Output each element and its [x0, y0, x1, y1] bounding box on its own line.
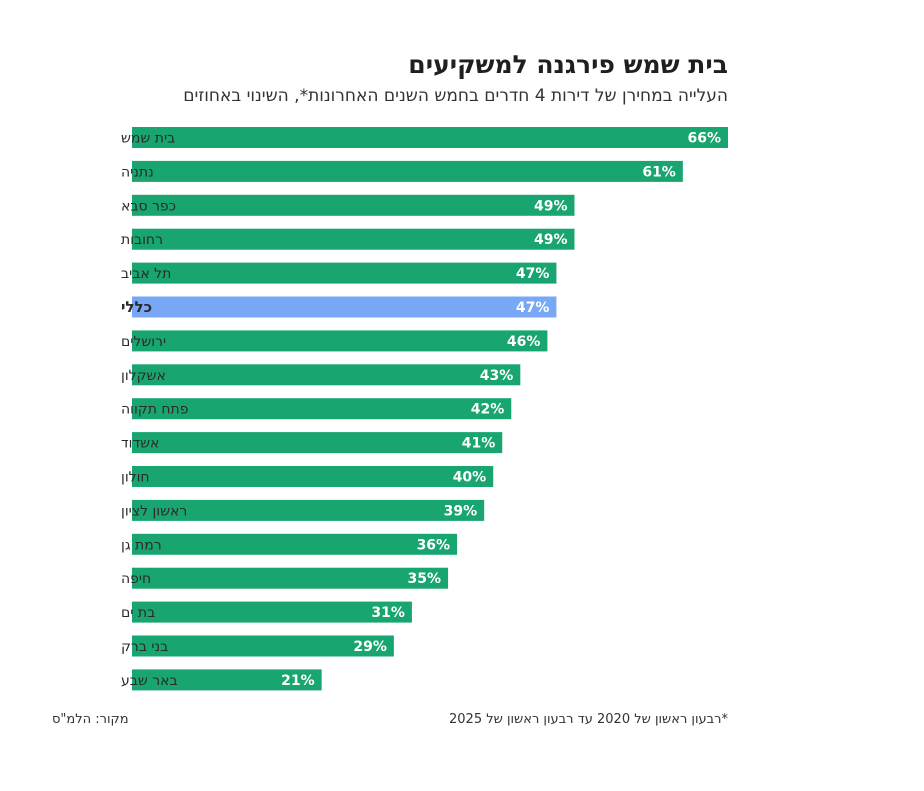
chart-title: בית שמש פירגנה למשקיעים: [408, 50, 728, 79]
bar-value-label: 61%: [642, 164, 676, 180]
category-label: רחובות: [121, 232, 163, 248]
bar-value-label: 39%: [444, 503, 478, 519]
bar-value-label: 47%: [516, 300, 550, 316]
category-label: נתניה: [121, 164, 154, 180]
bar-value-label: 31%: [371, 605, 405, 621]
category-label: באר שבע: [121, 673, 178, 689]
bar-value-label: 35%: [408, 571, 442, 587]
category-label: כללי: [121, 298, 152, 316]
bar-value-label: 43%: [480, 368, 514, 384]
bar-1: [132, 160, 683, 182]
category-label: כפר סבא: [121, 198, 176, 214]
bar-value-label: 46%: [507, 334, 541, 350]
bar-value-label: 49%: [534, 232, 568, 248]
source-note: מקור: הלמ"ס: [52, 712, 129, 727]
bar-10: [132, 466, 494, 487]
bar-15: [132, 635, 394, 657]
bar-4: [132, 262, 557, 284]
category-label: תל אביב: [121, 266, 171, 282]
category-label: בת ים: [121, 605, 155, 621]
bar-value-label: 49%: [534, 198, 568, 214]
bar-8: [132, 398, 512, 420]
bar-value-label: 36%: [417, 537, 451, 553]
category-label: ירושלים: [121, 334, 166, 350]
category-label: בית שמש: [121, 131, 175, 147]
category-label: ראשון לציון: [121, 503, 187, 519]
bar-value-label: 42%: [471, 402, 505, 418]
bar-value-label: 21%: [281, 673, 315, 689]
bar-value-label: 29%: [353, 639, 387, 655]
footnote: *רבעון ראשון של 2020 עד רבעון ראשון של 2…: [449, 712, 728, 727]
category-label: אשדוד: [121, 436, 159, 452]
bar-5: [132, 296, 557, 318]
bar-value-label: 41%: [462, 436, 496, 452]
category-label: אשקלון: [121, 368, 166, 384]
bar-14: [132, 601, 412, 623]
category-label: חיפה: [121, 571, 151, 587]
category-label: רמת גן: [121, 537, 162, 553]
bar-2: [132, 194, 575, 216]
bar-7: [132, 364, 521, 386]
category-label: חולון: [121, 470, 150, 486]
bar-value-label: 40%: [453, 470, 487, 486]
category-label: בני ברק: [121, 639, 168, 655]
bar-16: [132, 669, 322, 691]
bar-11: [132, 499, 485, 521]
bar-value-label: 47%: [516, 266, 550, 282]
bar-0: [132, 127, 728, 148]
chart-subtitle: העלייה במחירן של דירות 4 חדרים בחמש השני…: [183, 86, 728, 106]
bar-9: [132, 432, 503, 454]
bar-3: [132, 228, 575, 250]
bar-6: [132, 330, 548, 352]
category-label: פתח תקווה: [121, 402, 188, 418]
bar-value-label: 66%: [687, 131, 721, 147]
bar-12: [132, 533, 458, 555]
bar-13: [132, 567, 449, 589]
